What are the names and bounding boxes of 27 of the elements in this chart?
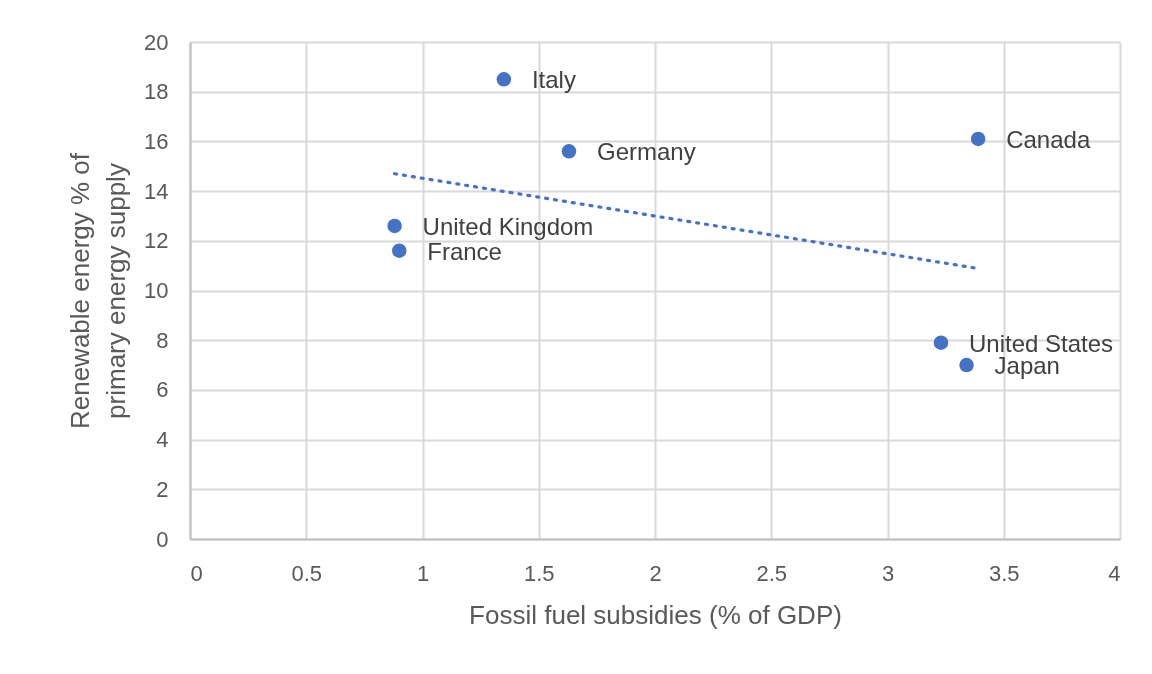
y-tick-label: 14 (144, 178, 169, 204)
y-tick-label: 16 (144, 128, 169, 154)
x-tick-label: 2.5 (756, 560, 788, 586)
x-tick-label: 2 (649, 560, 662, 586)
y-axis-title: Renewable energy % of primary energy supply (65, 152, 132, 430)
x-tick-label: 1.5 (523, 560, 555, 586)
y-tick-label: 20 (144, 29, 169, 55)
x-tick-label: 4 (1108, 560, 1121, 586)
y-tick-label: 10 (144, 278, 169, 303)
x-tick-label: 3 (881, 560, 895, 586)
x-tick-label: 3.5 (988, 560, 1020, 586)
y-tick-label: 12 (144, 228, 169, 254)
annotation: United Kingdom (422, 212, 594, 240)
y-tick-label: 2 (156, 476, 169, 502)
x-tick-label: 0 (190, 560, 203, 586)
y-tick-label: 0 (156, 526, 169, 552)
y-tick-label: 8 (156, 327, 169, 353)
y-tick-label: 4 (156, 427, 169, 453)
x-tick-label: 0.5 (291, 560, 323, 586)
y-tick-label: 18 (144, 79, 169, 105)
annotation: Italy (531, 66, 576, 94)
y-tick-label: 6 (156, 377, 169, 403)
annotation: France (427, 237, 502, 265)
x-axis-title: Fossil fuel subsidies (% of GDP) (469, 599, 842, 630)
annotation: Canada (1006, 125, 1091, 153)
x-tick-label: 1 (416, 560, 430, 586)
annotation: Germany (596, 138, 696, 166)
